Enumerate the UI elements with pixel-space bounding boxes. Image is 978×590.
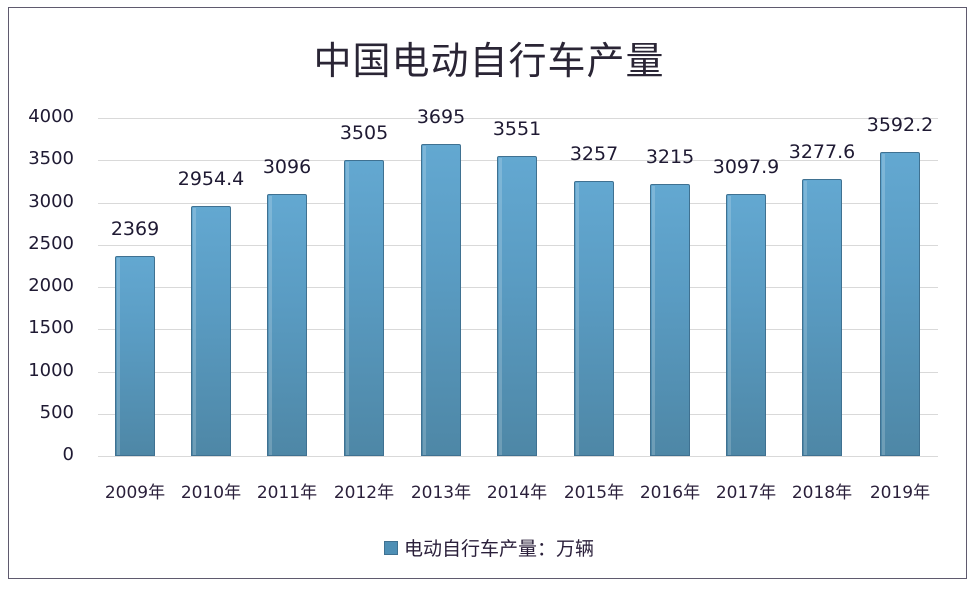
bar	[344, 159, 384, 456]
x-tick-label: 2013年	[410, 483, 472, 503]
x-tick-label: 2014年	[486, 483, 548, 503]
x-tick-label: 2009年	[104, 483, 166, 503]
bar	[650, 184, 690, 456]
y-tick-label: 500	[39, 401, 74, 423]
x-tick-label: 2010年	[180, 483, 242, 503]
data-label: 3505	[339, 121, 389, 144]
bar	[802, 179, 842, 456]
data-label: 3695	[416, 105, 466, 128]
x-tick-label: 2012年	[333, 483, 395, 503]
bar	[267, 194, 307, 456]
y-tick-label: 0	[62, 444, 74, 465]
x-tick-label: 2017年	[715, 483, 777, 503]
data-label: 3096	[262, 156, 312, 179]
data-label: 2369	[110, 217, 160, 240]
data-label: 2954.4	[177, 168, 245, 191]
bar	[115, 255, 155, 456]
y-tick-label: 3000	[28, 190, 74, 212]
legend-label: 电动自行车产量：万辆	[403, 538, 594, 560]
y-tick-label: 1500	[28, 317, 74, 339]
x-tick-label: 2015年	[563, 483, 625, 503]
y-tick-label: 4000	[28, 106, 74, 127]
bar	[497, 155, 537, 456]
y-tick-label: 2500	[28, 232, 74, 254]
y-tick-label: 1000	[28, 359, 74, 381]
x-tick-label: 2019年	[869, 483, 931, 503]
data-label: 3277.6	[788, 141, 856, 164]
legend: 电动自行车产量：万辆	[0, 534, 978, 561]
legend-swatch-icon	[383, 540, 398, 555]
bar	[880, 152, 920, 456]
bar	[574, 180, 614, 456]
y-tick-label: 2000	[28, 275, 74, 296]
gridline	[98, 456, 938, 457]
bar	[726, 194, 766, 456]
data-label: 3215	[645, 146, 695, 169]
gridline	[98, 118, 938, 119]
data-label: 3257	[569, 142, 619, 165]
bar	[421, 143, 461, 456]
plot-area	[98, 118, 938, 457]
chart-title: 中国电动自行车产量	[313, 39, 665, 83]
x-tick-label: 2018年	[791, 483, 853, 503]
data-label: 3592.2	[866, 114, 934, 137]
data-label: 3097.9	[712, 156, 780, 179]
y-tick-label: 3500	[28, 148, 74, 170]
x-tick-label: 2016年	[639, 483, 701, 503]
bar	[191, 206, 231, 456]
data-label: 3551	[492, 117, 542, 140]
x-tick-label: 2011年	[256, 483, 318, 503]
